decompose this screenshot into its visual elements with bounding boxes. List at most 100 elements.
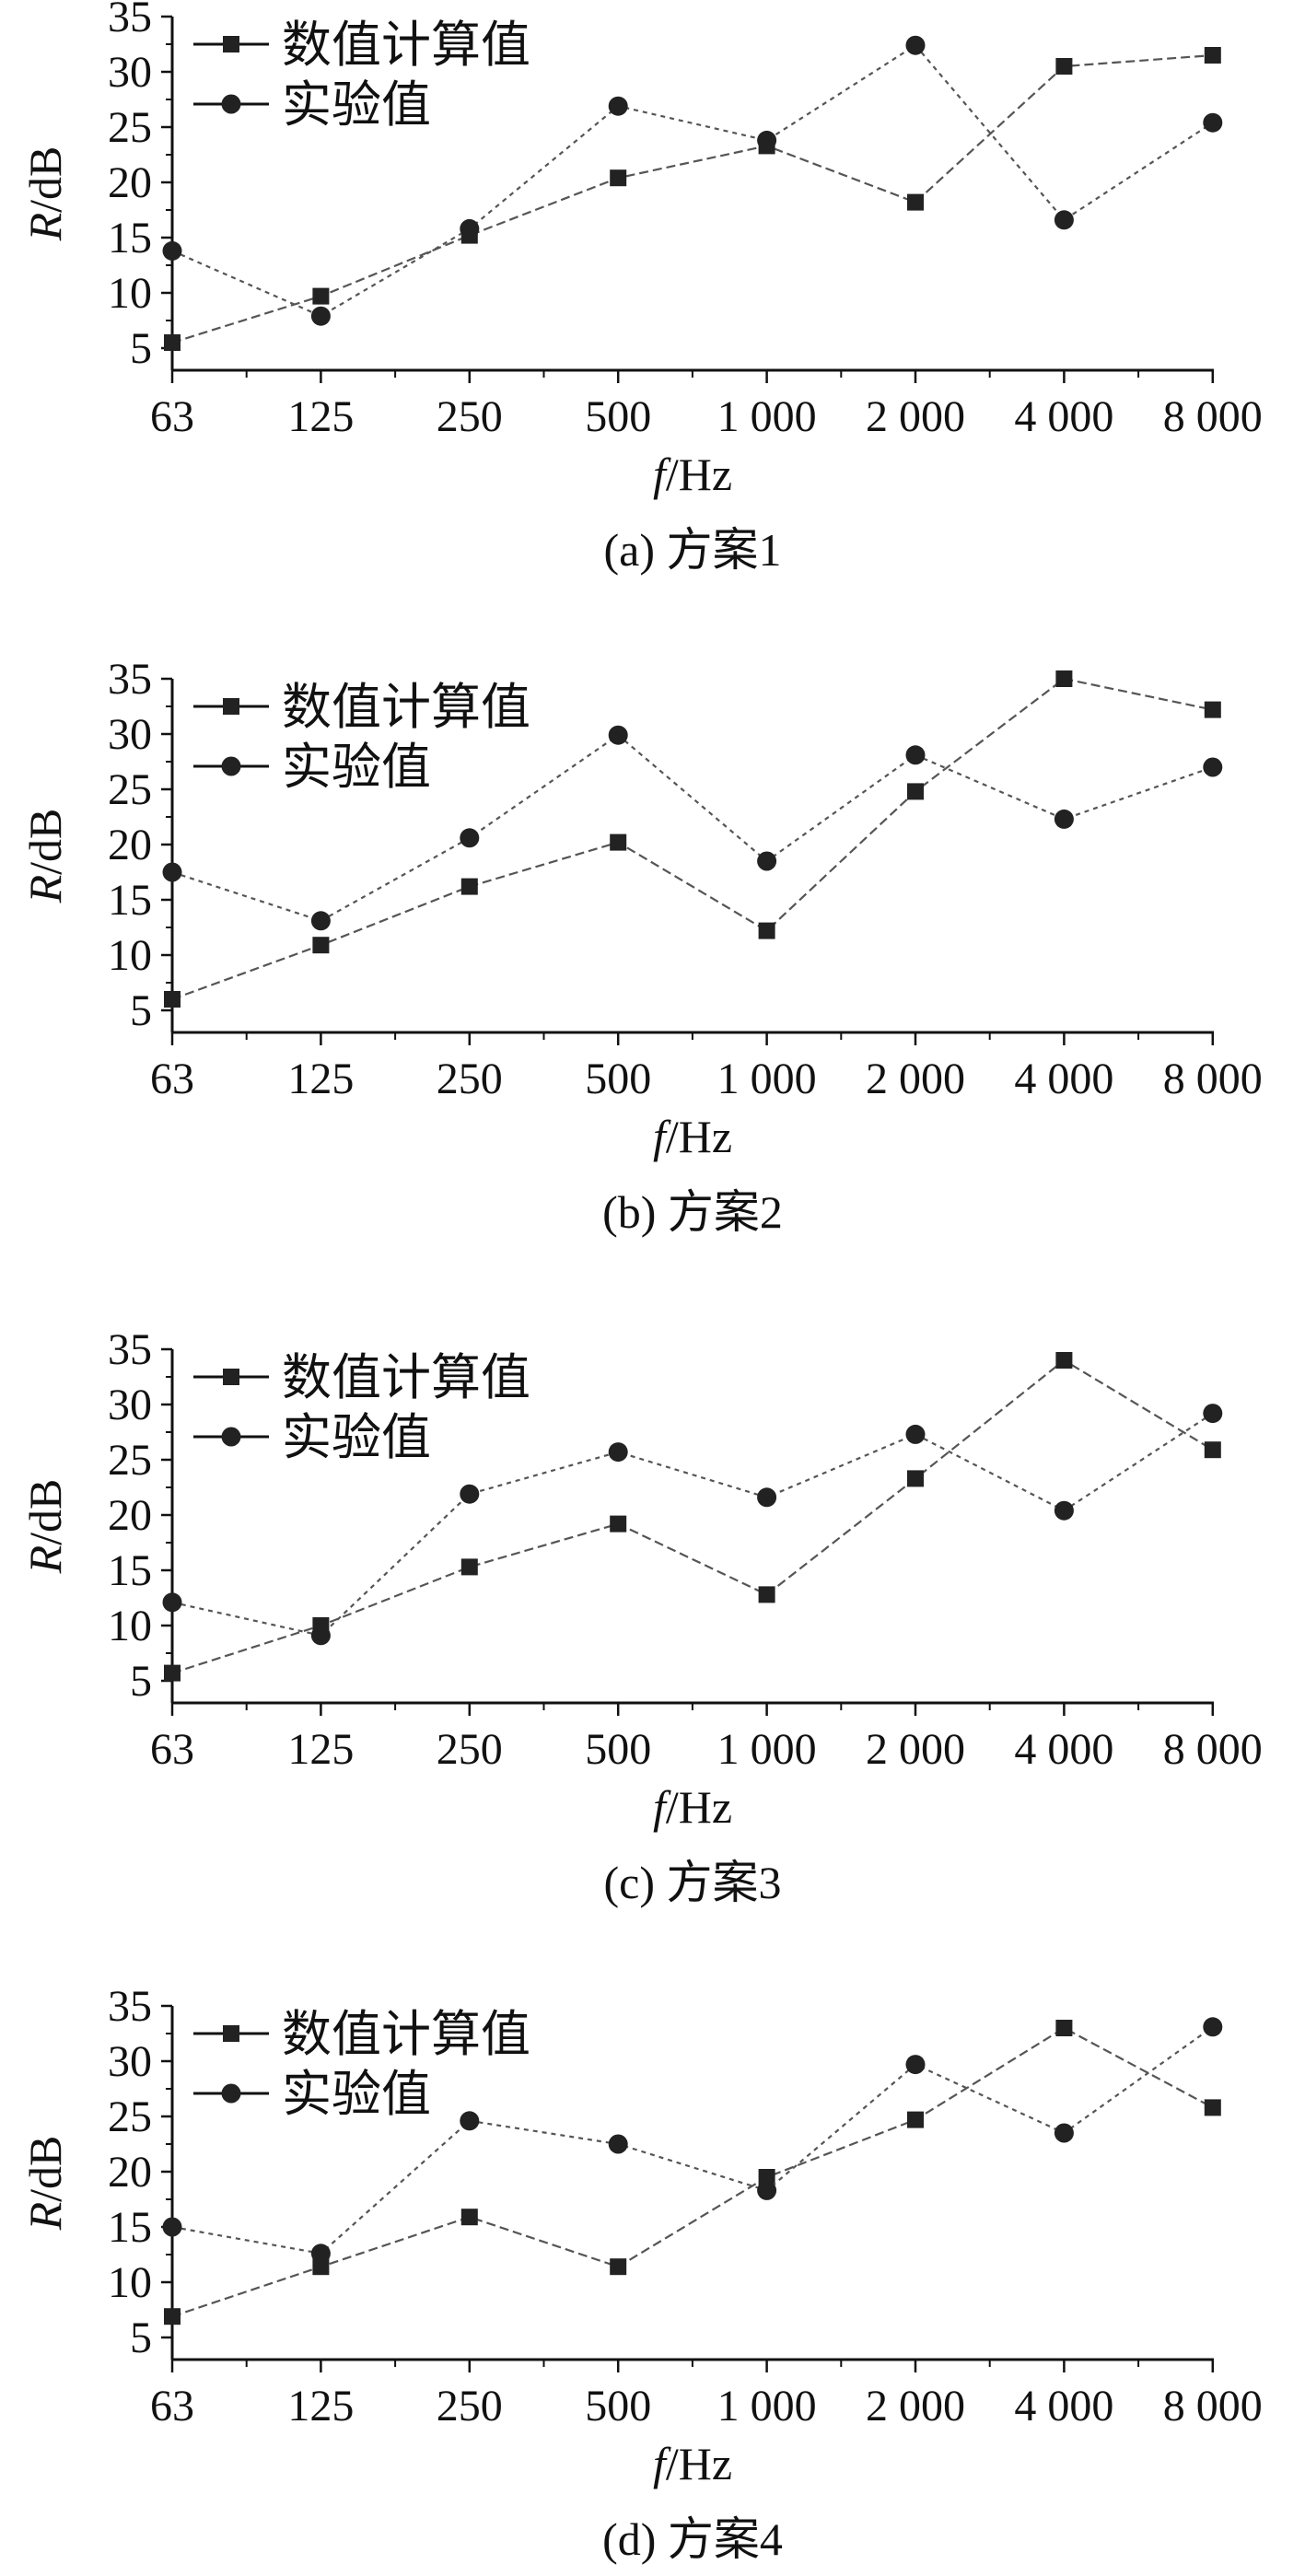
legend-marker-circle bbox=[221, 756, 241, 776]
data-point-square bbox=[1055, 1352, 1073, 1369]
y-axis-title-unit: /dB bbox=[19, 2136, 71, 2202]
x-tick-label: 8 000 bbox=[1163, 392, 1263, 441]
x-tick-label: 125 bbox=[287, 392, 354, 441]
x-tick-label: 1 000 bbox=[717, 2382, 817, 2430]
x-tick-label: 500 bbox=[585, 392, 651, 441]
y-tick-label: 30 bbox=[108, 48, 152, 97]
data-point-circle bbox=[162, 240, 182, 261]
y-axis-title-symbol: R bbox=[19, 875, 71, 904]
x-tick-label: 250 bbox=[437, 392, 503, 441]
x-tick-label: 500 bbox=[585, 2382, 651, 2430]
y-tick-label: 15 bbox=[108, 1546, 152, 1595]
y-tick-label: 20 bbox=[108, 158, 152, 207]
legend-label-numerical: 数值计算值 bbox=[282, 1350, 530, 1405]
legend-marker-square bbox=[223, 698, 239, 715]
data-point-circle bbox=[1203, 757, 1223, 777]
y-tick-label: 15 bbox=[108, 214, 152, 262]
chart-panel-b: 5 10 15 20 25 30 35 63 125 250 500 1 000 2 000 4 000 8… bbox=[19, 655, 1263, 1238]
data-point-circle bbox=[460, 218, 480, 239]
x-axis-title: f/Hz bbox=[653, 449, 732, 500]
data-point-square bbox=[460, 878, 478, 895]
data-point-circle bbox=[310, 1626, 331, 1646]
data-point-square bbox=[610, 833, 627, 851]
data-point-square bbox=[907, 193, 924, 211]
data-point-square bbox=[610, 1515, 627, 1533]
legend-label-numerical: 数值计算值 bbox=[282, 680, 530, 735]
data-point-circle bbox=[460, 1484, 480, 1504]
data-point-square bbox=[1204, 701, 1221, 718]
x-tick-label: 8 000 bbox=[1163, 1055, 1263, 1103]
x-tick-label: 125 bbox=[287, 1725, 354, 1774]
data-point-square bbox=[312, 937, 330, 954]
y-axis-title-unit: /dB bbox=[19, 809, 71, 875]
data-point-square bbox=[907, 1470, 924, 1487]
y-axis-title-symbol: R bbox=[19, 2202, 71, 2232]
y-tick-label: 10 bbox=[108, 269, 152, 318]
data-point-square bbox=[164, 1664, 181, 1682]
data-point-circle bbox=[1203, 1404, 1223, 1424]
y-tick-label: 30 bbox=[108, 1381, 152, 1429]
x-axis-title: f/Hz bbox=[653, 2438, 732, 2489]
y-tick-label: 10 bbox=[108, 2258, 152, 2307]
x-axis-title-unit: /Hz bbox=[666, 2438, 732, 2489]
y-axis-title: R/dB bbox=[19, 146, 71, 242]
panel-caption: (a) 方案1 bbox=[604, 524, 782, 576]
data-point-circle bbox=[905, 1424, 926, 1444]
data-point-square bbox=[758, 922, 775, 939]
data-point-circle bbox=[162, 1592, 182, 1613]
y-tick-label: 25 bbox=[108, 1436, 152, 1485]
y-axis-title-unit: /dB bbox=[19, 146, 71, 213]
y-tick-label: 35 bbox=[108, 655, 152, 704]
x-tick-label: 2 000 bbox=[866, 2382, 965, 2430]
data-point-square bbox=[610, 169, 627, 187]
data-point-square bbox=[164, 2308, 181, 2325]
y-tick-label: 30 bbox=[108, 2037, 152, 2086]
x-axis-title: f/Hz bbox=[653, 1781, 732, 1833]
legend-marker-circle bbox=[221, 1427, 241, 1447]
x-tick-label: 2 000 bbox=[866, 1055, 965, 1103]
x-axis-title-unit: /Hz bbox=[666, 1111, 732, 1162]
y-tick-label: 5 bbox=[130, 986, 152, 1035]
legend-marker-circle bbox=[221, 2083, 241, 2104]
y-tick-label: 20 bbox=[108, 2148, 152, 2197]
y-axis-title-symbol: R bbox=[19, 213, 71, 242]
y-tick-label: 20 bbox=[108, 1491, 152, 1540]
y-tick-label: 5 bbox=[130, 2314, 152, 2362]
data-point-circle bbox=[460, 2111, 480, 2131]
x-tick-label: 250 bbox=[437, 2382, 503, 2430]
y-tick-label: 35 bbox=[108, 1982, 152, 2031]
panel-caption: (d) 方案4 bbox=[602, 2513, 783, 2565]
x-axis-title-unit: /Hz bbox=[666, 449, 732, 500]
data-point-circle bbox=[757, 130, 777, 150]
y-tick-label: 25 bbox=[108, 765, 152, 814]
data-point-circle bbox=[1054, 210, 1074, 230]
data-point-circle bbox=[460, 828, 480, 848]
data-point-square bbox=[907, 2111, 924, 2128]
data-point-square bbox=[1055, 58, 1073, 75]
legend-marker-circle bbox=[221, 94, 241, 114]
y-tick-label: 25 bbox=[108, 2092, 152, 2141]
data-point-circle bbox=[1203, 2017, 1223, 2037]
data-point-square bbox=[907, 783, 924, 800]
legend-marker-square bbox=[223, 1369, 239, 1385]
series-line-numerical bbox=[171, 2026, 1214, 2318]
series-line-experimental bbox=[171, 1412, 1214, 1638]
data-point-circle bbox=[905, 745, 926, 765]
y-tick-label: 5 bbox=[130, 324, 152, 373]
x-tick-label: 125 bbox=[287, 1055, 354, 1103]
y-axis-title: R/dB bbox=[19, 1479, 71, 1575]
data-point-square bbox=[312, 2258, 330, 2276]
x-tick-label: 1 000 bbox=[717, 1055, 817, 1103]
x-tick-label: 2 000 bbox=[866, 392, 965, 441]
data-point-circle bbox=[757, 1487, 777, 1508]
x-tick-label: 8 000 bbox=[1163, 2382, 1263, 2430]
x-tick-label: 1 000 bbox=[717, 1725, 817, 1774]
data-point-square bbox=[460, 1558, 478, 1576]
legend-label-experimental: 实验值 bbox=[282, 77, 431, 133]
x-tick-label: 4 000 bbox=[1014, 392, 1113, 441]
chart-panel-a: 5 10 15 20 25 30 35 63 125 250 500 1 000 2 000 4 000 8… bbox=[19, 0, 1263, 576]
data-point-circle bbox=[757, 851, 777, 871]
legend-label-experimental: 实验值 bbox=[282, 740, 431, 795]
y-tick-label: 5 bbox=[130, 1657, 152, 1706]
